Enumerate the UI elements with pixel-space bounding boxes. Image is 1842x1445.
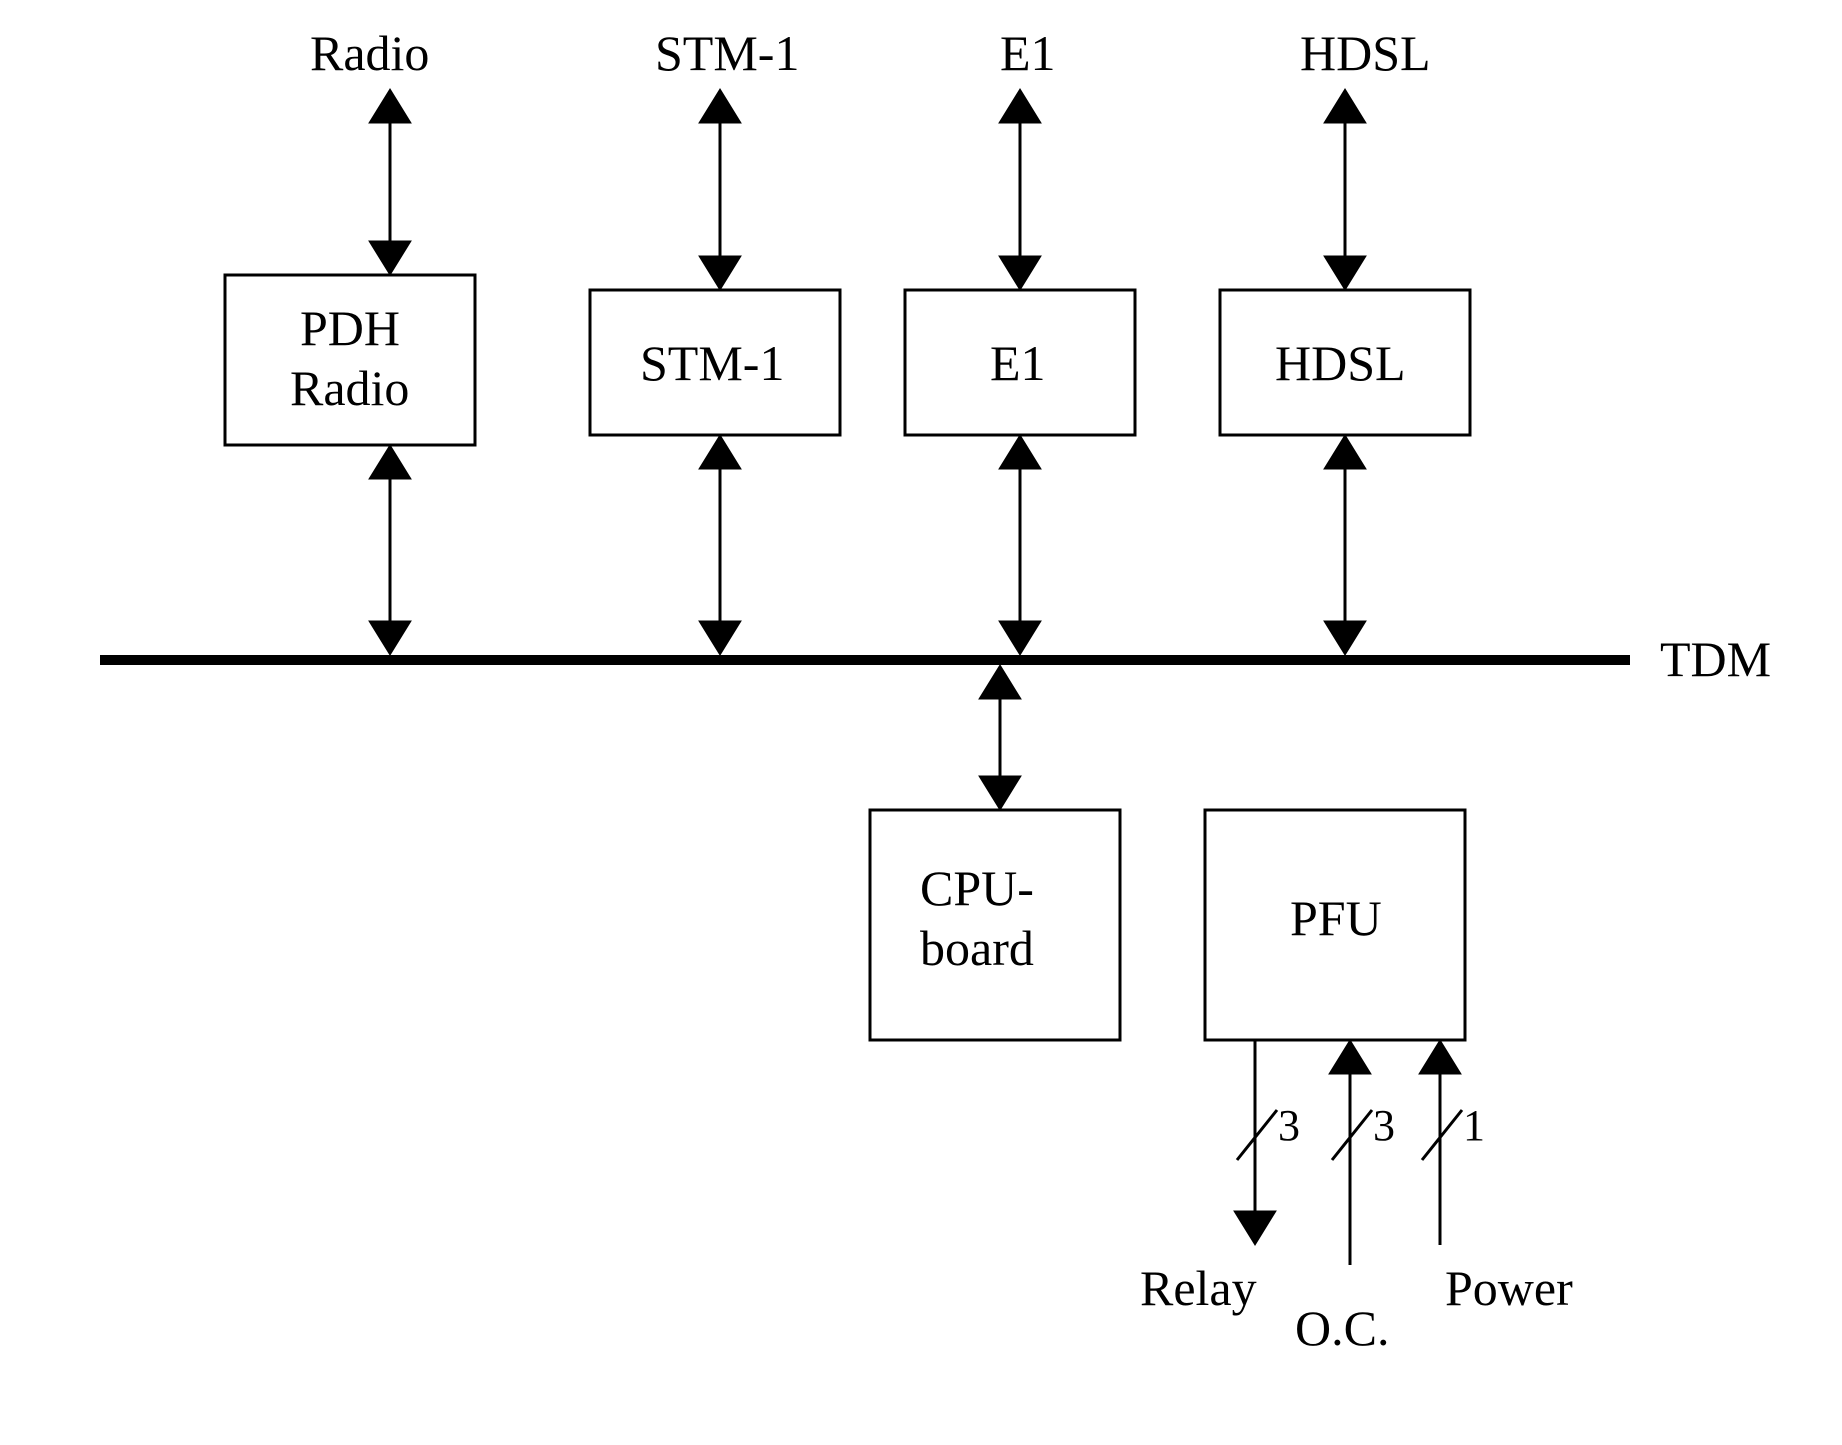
label-hdsl-top: HDSL	[1300, 25, 1431, 81]
pfu-power-count: 1	[1463, 1101, 1485, 1150]
arrow-hdsl-top	[1324, 89, 1366, 290]
label-power: Power	[1445, 1260, 1573, 1316]
arrow-e1-top	[999, 89, 1041, 290]
label-stm1-top: STM-1	[655, 25, 799, 81]
label-e1-top: E1	[1000, 25, 1056, 81]
box-pdh-radio-line2: Radio	[290, 360, 409, 416]
box-e1: E1	[905, 290, 1135, 435]
label-tdm: TDM	[1660, 631, 1771, 687]
label-relay: Relay	[1140, 1260, 1257, 1316]
pfu-line-relay: 3	[1234, 1040, 1300, 1245]
box-pdh-radio: PDH Radio	[225, 275, 475, 445]
box-hdsl-label: HDSL	[1275, 335, 1406, 391]
box-e1-label: E1	[990, 335, 1046, 391]
box-stm1-label: STM-1	[640, 335, 784, 391]
box-pdh-radio-line1: PDH	[300, 300, 400, 356]
label-oc: O.C.	[1295, 1300, 1389, 1356]
box-stm1: STM-1	[590, 290, 840, 435]
arrow-cpu-bus	[979, 665, 1021, 810]
pfu-relay-count: 3	[1278, 1101, 1300, 1150]
arrow-radio-top	[369, 89, 411, 275]
label-radio-top: Radio	[310, 25, 429, 81]
arrow-radio-bus	[369, 445, 411, 655]
pfu-oc-count: 3	[1373, 1101, 1395, 1150]
arrow-stm1-top	[699, 89, 741, 290]
box-cpu-line2: board	[920, 920, 1034, 976]
box-pfu-label: PFU	[1290, 890, 1382, 946]
arrow-hdsl-bus	[1324, 435, 1366, 655]
box-hdsl: HDSL	[1220, 290, 1470, 435]
pfu-line-power: 1	[1419, 1040, 1485, 1245]
pfu-line-oc: 3	[1329, 1040, 1395, 1265]
box-pfu: PFU	[1205, 810, 1465, 1040]
box-cpu-line1: CPU-	[920, 860, 1034, 916]
tdm-block-diagram: Radio STM-1 E1 HDSL PDH Radio STM-1 E1 H…	[0, 0, 1842, 1445]
arrow-e1-bus	[999, 435, 1041, 655]
box-cpu-board: CPU- board	[870, 810, 1120, 1040]
arrow-stm1-bus	[699, 435, 741, 655]
